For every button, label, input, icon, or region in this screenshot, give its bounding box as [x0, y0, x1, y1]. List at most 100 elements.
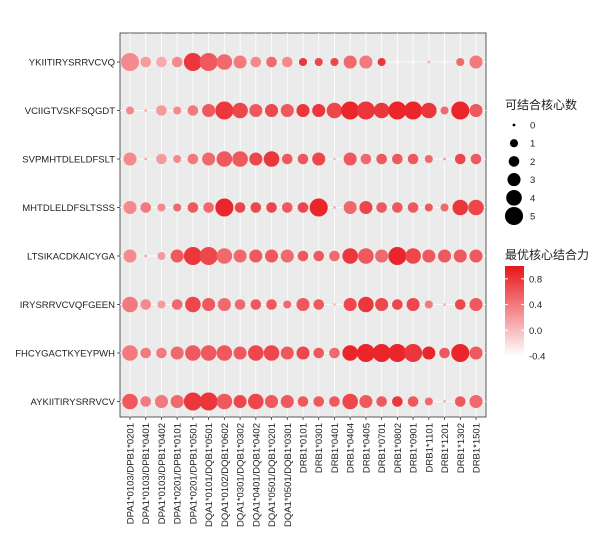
- dot: [156, 347, 167, 359]
- color-legend-bar: [505, 266, 524, 356]
- allele-label: DRB1*0405: [361, 423, 372, 473]
- peptide-label: LTSIKACDKAICYGA: [27, 252, 116, 263]
- dot: [250, 299, 262, 310]
- dot: [140, 347, 152, 359]
- dot: [217, 297, 231, 312]
- dot: [359, 394, 373, 409]
- dot: [200, 345, 217, 361]
- dot: [454, 299, 466, 310]
- allele-label: DPA1*0201/DPB1*0101: [173, 423, 184, 524]
- dot: [215, 101, 234, 120]
- allele-label: DPA1*0103/DPB1*0201: [126, 423, 137, 524]
- dot: [233, 346, 247, 360]
- dot: [216, 151, 233, 167]
- dot: [123, 249, 137, 263]
- dot: [452, 199, 469, 216]
- dot: [232, 151, 248, 167]
- dot: [388, 343, 407, 363]
- dot: [326, 102, 343, 119]
- dot: [140, 299, 152, 310]
- dot: [120, 52, 140, 72]
- dot: [329, 347, 340, 359]
- allele-label: DQA1*0101/DQB1*0501: [204, 423, 215, 527]
- allele-label: DPA1*0201/DPB1*0501: [188, 423, 199, 524]
- dot: [281, 202, 293, 213]
- allele-label: DRB1*0701: [377, 423, 388, 473]
- dot: [356, 343, 375, 363]
- allele-label: DRB1*0901: [409, 423, 420, 473]
- dot: [407, 202, 419, 213]
- dot: [171, 56, 183, 68]
- dot: [264, 394, 279, 409]
- dot: [392, 299, 403, 310]
- dot: [440, 106, 449, 115]
- dot: [407, 396, 419, 407]
- dot: [283, 300, 292, 309]
- dot: [309, 198, 328, 217]
- dot: [170, 346, 184, 360]
- dot: [406, 297, 420, 312]
- dot: [297, 396, 309, 407]
- dot: [424, 203, 433, 212]
- dot: [411, 60, 415, 64]
- dot: [313, 299, 325, 310]
- color-tick-label: 0.8: [529, 274, 542, 285]
- dot: [422, 249, 436, 263]
- allele-label: DPA1*0103/DPB1*0401: [141, 423, 152, 524]
- dot: [443, 303, 446, 306]
- dot: [122, 296, 138, 313]
- allele-label: DRB1*1101: [424, 423, 435, 472]
- dot: [312, 152, 326, 166]
- dot: [469, 346, 483, 360]
- dots-layer: [120, 52, 484, 411]
- peptide-label: AYKIITIRYSRRVCV: [31, 397, 116, 408]
- dot: [405, 248, 421, 264]
- dot: [263, 345, 280, 361]
- dot: [187, 202, 199, 213]
- dot: [376, 153, 387, 165]
- dot: [249, 152, 263, 166]
- dot: [404, 343, 423, 363]
- dot: [203, 202, 214, 213]
- dot: [233, 55, 247, 69]
- dot: [470, 153, 482, 165]
- dot: [171, 299, 183, 310]
- dot: [216, 345, 233, 361]
- dot: [199, 52, 218, 72]
- dot: [157, 203, 166, 212]
- size-legend-dot: [504, 206, 524, 226]
- dot: [343, 297, 357, 312]
- dot: [144, 157, 148, 161]
- dot: [125, 106, 135, 115]
- dot: [183, 246, 202, 266]
- color-tick-label: -0.4: [529, 352, 545, 363]
- peptide-label: FHCYGACTKYEYPWH: [15, 349, 115, 360]
- dot: [173, 106, 182, 115]
- dot: [343, 55, 357, 69]
- dot: [170, 394, 184, 409]
- dot: [248, 393, 264, 410]
- dot: [375, 249, 389, 263]
- dot: [424, 300, 433, 309]
- dot: [266, 56, 277, 68]
- dot: [199, 392, 218, 411]
- dot: [375, 297, 389, 312]
- dot: [266, 299, 277, 310]
- allele-label: DRB1*1201: [440, 423, 451, 473]
- dot: [280, 346, 294, 360]
- dot: [314, 57, 323, 67]
- dot: [358, 296, 374, 313]
- dot: [424, 397, 433, 406]
- dot: [451, 343, 470, 363]
- dot: [333, 303, 336, 306]
- size-legend-dot: [507, 173, 521, 187]
- size-legend-label: 0: [530, 121, 535, 132]
- color-tick-label: 0.4: [529, 300, 542, 311]
- color-legend-ticks: 0.8 0.4 0.0 -0.4: [505, 274, 545, 363]
- dot: [427, 60, 431, 64]
- dot: [202, 152, 216, 166]
- dot: [281, 153, 293, 165]
- dot: [297, 250, 309, 262]
- dot: [123, 200, 137, 215]
- dot: [342, 393, 358, 410]
